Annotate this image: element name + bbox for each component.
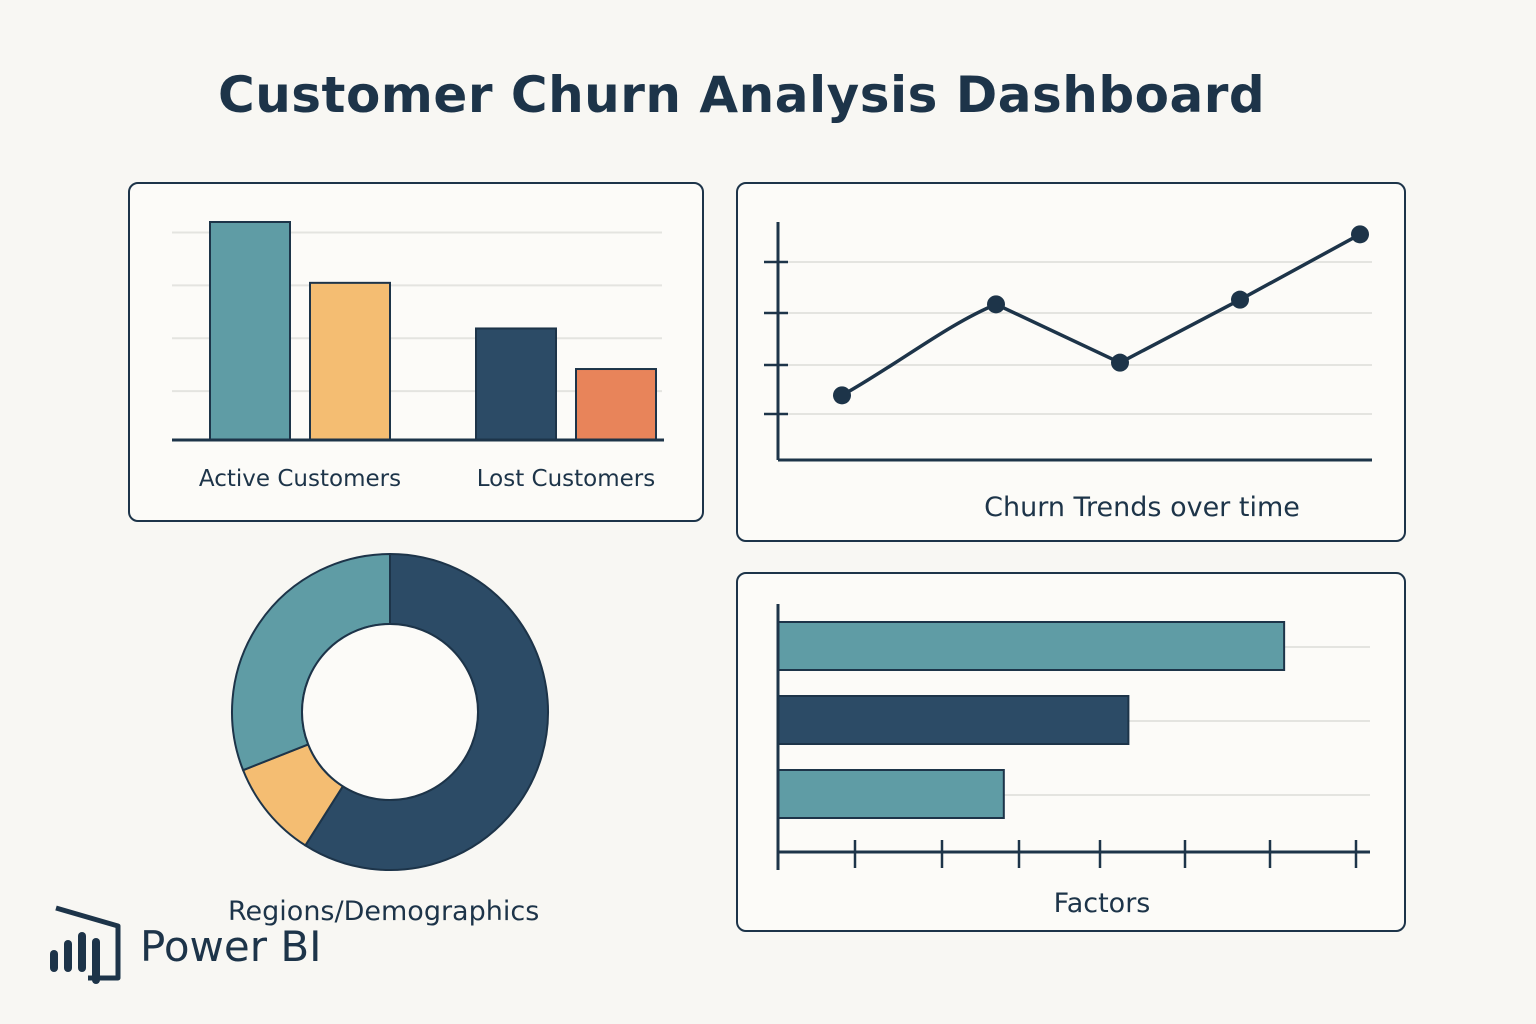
- regions-donut-chart: [231, 552, 549, 871]
- category-label: Lost Customers: [477, 466, 656, 492]
- data-point-2: [987, 295, 1005, 314]
- factors-chart-card: Factors: [736, 572, 1406, 932]
- churn-trend-chart: Churn Trends over time: [764, 222, 1372, 523]
- churn-trend-chart-card: Churn Trends over time: [736, 182, 1406, 542]
- factor-bar-3: [777, 769, 1005, 819]
- data-point-4: [1231, 290, 1249, 309]
- factor-bar-1: [777, 621, 1286, 671]
- bar-active-2: [309, 281, 391, 442]
- dashboard-title: Customer Churn Analysis Dashboard: [218, 66, 1266, 124]
- power-bi-logo-text: Power BI: [140, 922, 322, 971]
- factor-bar-2: [777, 695, 1130, 745]
- customer-bar-chart-card: Active Customers Lost Customers: [128, 182, 704, 522]
- factors-chart-label: Factors: [1054, 888, 1151, 919]
- bar-lost-1: [475, 327, 557, 441]
- bar-lost-2: [575, 368, 657, 441]
- data-point-3: [1111, 353, 1129, 372]
- data-point-5: [1351, 225, 1369, 244]
- customer-bar-chart: Active Customers Lost Customers: [172, 221, 664, 492]
- bar-active-1: [209, 221, 291, 441]
- donut-hole: [301, 623, 479, 801]
- category-label: Active Customers: [199, 466, 401, 492]
- power-bi-icon: [50, 905, 121, 984]
- factors-bar-chart: Factors: [776, 604, 1370, 919]
- line-chart-label: Churn Trends over time: [984, 492, 1300, 523]
- trend-line: [841, 232, 1361, 397]
- data-point-1: [833, 386, 851, 405]
- donut-label: Regions/Demographics: [228, 896, 540, 927]
